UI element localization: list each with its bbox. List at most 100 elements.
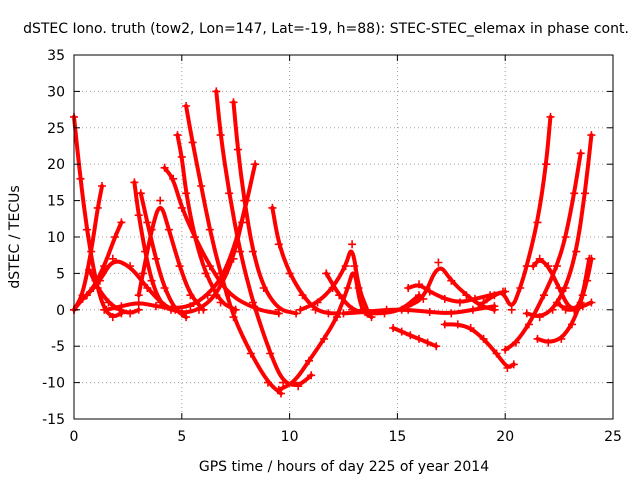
data-point-marker [225, 189, 234, 198]
data-point-marker [248, 247, 257, 256]
data-point-marker [95, 276, 104, 285]
y-tick-label: -10 [42, 376, 65, 392]
data-point-marker [572, 247, 581, 256]
data-point-marker [544, 262, 553, 271]
data-point-marker [246, 349, 255, 358]
data-point-marker [570, 189, 579, 198]
data-point-marker [296, 305, 305, 314]
data-point-marker [87, 247, 96, 256]
series-line-sat-s [341, 304, 497, 316]
series-line-sat-w [442, 322, 516, 369]
data-point-marker [248, 298, 257, 307]
data-point-marker [186, 302, 195, 311]
series-line-sat-n [104, 162, 258, 312]
data-point-marker [499, 287, 507, 296]
data-point-marker [190, 233, 199, 241]
data-point-marker [188, 138, 197, 147]
y-tick-label: -5 [51, 339, 65, 355]
data-point-marker [177, 152, 186, 161]
data-point-marker [341, 262, 350, 271]
data-point-marker [587, 131, 596, 140]
data-point-marker [108, 313, 117, 322]
data-point-marker [82, 291, 91, 300]
data-point-marker [93, 203, 102, 212]
data-point-marker [348, 240, 357, 249]
data-point-marker [313, 298, 322, 307]
data-point-marker [143, 284, 152, 292]
x-tick-label: 20 [496, 429, 514, 445]
y-tick-labels: -15 -10 -5 0 5 10 15 20 25 30 35 [42, 48, 65, 428]
data-point-marker [540, 291, 548, 300]
data-point-marker [203, 291, 212, 300]
axis-ticks [73, 54, 614, 420]
data-point-marker [177, 203, 186, 212]
data-point-marker [229, 313, 238, 322]
data-point-marker [212, 87, 221, 96]
series-line-sat-y [503, 151, 583, 352]
data-point-marker [576, 149, 585, 158]
data-point-marker [82, 225, 91, 234]
data-point-marker [453, 320, 462, 329]
data-point-marker [177, 309, 186, 318]
data-point-marker [160, 163, 169, 172]
data-point-marker [440, 294, 449, 303]
data-point-marker [535, 254, 544, 263]
x-tick-label: 15 [388, 429, 406, 445]
data-point-marker [509, 360, 518, 369]
data-point-marker [85, 265, 94, 274]
series-line-sat-x [481, 114, 553, 307]
data-point-marker [238, 218, 247, 227]
data-point-marker [117, 302, 126, 311]
series-line-sat-h [162, 165, 281, 316]
series-line-sat-c [72, 220, 124, 312]
data-point-marker [139, 269, 147, 278]
chart-title: dSTEC Iono. truth (tow2, Lon=147, Lat=-1… [23, 21, 629, 37]
y-tick-label: 5 [56, 266, 65, 282]
data-point-marker [201, 269, 210, 278]
data-point-marker [333, 313, 341, 322]
y-tick-label: 0 [56, 303, 65, 319]
data-point-marker [147, 276, 156, 285]
x-tick-labels: 0 5 10 15 20 25 [70, 429, 622, 445]
data-point-marker [274, 240, 283, 249]
data-point-marker [561, 305, 570, 314]
data-point-marker [151, 254, 160, 263]
data-point-marker [216, 131, 225, 140]
data-point-marker [529, 262, 538, 271]
data-point-marker [98, 182, 106, 190]
data-point-marker [578, 302, 587, 311]
data-point-marker [307, 371, 316, 380]
data-point-marker [266, 349, 275, 358]
data-point-marker [533, 218, 542, 227]
data-point-marker [490, 305, 499, 314]
data-point-marker [182, 189, 191, 198]
data-point-marker [587, 298, 596, 307]
data-point-marker [455, 298, 464, 307]
data-point-marker [268, 203, 277, 212]
data-point-marker [134, 291, 143, 300]
data-point-marker [552, 262, 561, 271]
data-point-marker [361, 308, 370, 316]
data-point-marker [440, 320, 449, 329]
data-point-marker [205, 225, 214, 234]
data-point-marker [568, 320, 576, 329]
y-tick-label: 20 [47, 157, 65, 173]
x-axis-label: GPS time / hours of day 225 of year 2014 [199, 459, 489, 475]
x-tick-label: 10 [281, 429, 299, 445]
y-tick-label: -15 [42, 412, 65, 428]
series-line-sat-k [214, 89, 314, 387]
data-point-marker [522, 309, 531, 318]
data-point-marker [117, 218, 126, 227]
series-line-sat-p [276, 271, 374, 392]
data-point-marker [320, 334, 329, 343]
data-point-marker [130, 178, 139, 187]
data-point-marker [343, 284, 352, 292]
data-point-marker [406, 331, 415, 340]
data-point-marker [512, 338, 520, 347]
data-point-marker [552, 298, 561, 307]
data-point-marker [264, 378, 272, 387]
data-point-marker [229, 98, 238, 107]
y-axis-label: dSTEC / TECUs [7, 185, 23, 288]
data-point-marker [289, 378, 298, 387]
data-point-marker [425, 308, 434, 316]
